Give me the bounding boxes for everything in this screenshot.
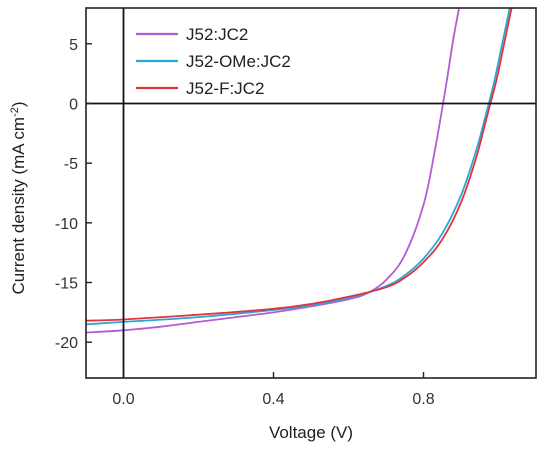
series-line-3 <box>86 8 513 322</box>
series-line-2 <box>86 8 511 326</box>
legend-label-1: J52:JC2 <box>186 25 248 44</box>
legend: J52:JC2 J52-OMe:JC2 J52-F:JC2 <box>136 25 291 98</box>
series-line-1 <box>86 8 460 334</box>
y-tick-label: -10 <box>55 216 78 233</box>
y-axis-label-superscript: -2 <box>9 107 21 117</box>
y-axis-label-text: Current density (mA cm <box>9 117 28 295</box>
legend-label-2: J52-OMe:JC2 <box>186 52 291 71</box>
y-axis-ticks: 5 0 -5 -10 -15 -20 <box>55 37 92 352</box>
y-axis-label: Current density (mA cm-2) <box>9 101 28 294</box>
y-tick-label: -20 <box>55 335 78 352</box>
y-tick-label: 5 <box>69 37 78 54</box>
x-tick-label: 0.4 <box>262 391 284 408</box>
x-axis-label: Voltage (V) <box>269 423 353 442</box>
y-tick-label: -5 <box>64 156 78 173</box>
y-axis-label-close: ) <box>9 101 28 107</box>
y-tick-label: -15 <box>55 276 78 293</box>
x-tick-label: 0.0 <box>112 391 134 408</box>
series-curves <box>86 8 513 334</box>
y-tick-label: 0 <box>69 96 78 113</box>
x-tick-label: 0.8 <box>412 391 434 408</box>
legend-label-3: J52-F:JC2 <box>186 79 264 98</box>
x-axis-ticks: 0.0 0.4 0.8 <box>112 372 435 408</box>
plot-frame <box>85 7 537 379</box>
